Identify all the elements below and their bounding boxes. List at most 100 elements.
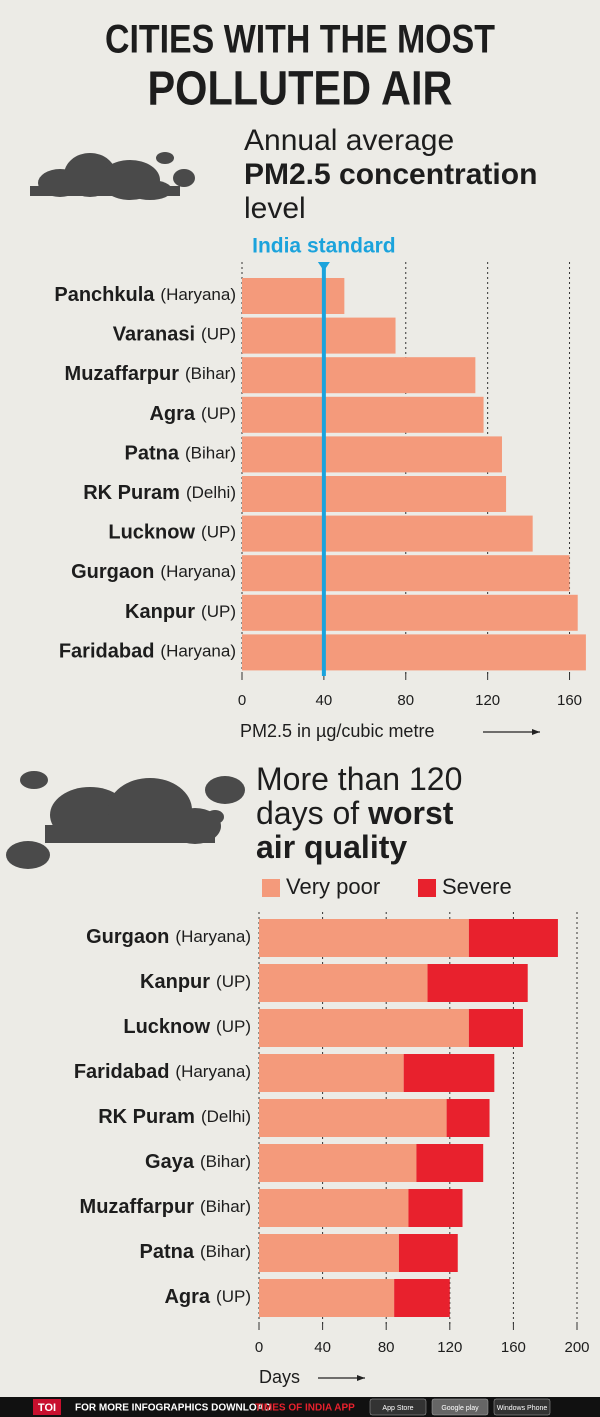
bar-segment (259, 1144, 417, 1182)
city-name: Muzaffarpur (80, 1196, 195, 1218)
state-name: (UP) (201, 325, 236, 344)
footer-logo (33, 1399, 61, 1415)
x-tick-label: 200 (564, 1339, 589, 1356)
chart-title: More than 120 (256, 761, 462, 797)
bar-segment (259, 1189, 409, 1227)
chart-title-part: Annual average (244, 124, 454, 157)
y-tick-label: Lucknow (UP) (123, 1016, 251, 1038)
bar (242, 594, 578, 631)
state-name: (UP) (216, 1287, 251, 1306)
city-name: Varanasi (113, 324, 195, 346)
x-tick-label: 0 (238, 692, 246, 709)
chart-title: level (244, 192, 306, 225)
y-tick-label: Kanpur (UP) (125, 601, 236, 623)
y-tick-label: Kanpur (UP) (140, 971, 251, 993)
city-name: Panchkula (54, 284, 155, 306)
x-axis-label: Days (259, 1367, 300, 1387)
legend-label: Very poor (286, 874, 380, 899)
chart-title-part: air quality (256, 829, 407, 865)
state-name: (Haryana) (175, 1062, 251, 1081)
chart-title-part: More than 120 (256, 761, 462, 797)
city-name: Gurgaon (71, 561, 154, 583)
y-tick-label: Muzaffarpur (Bihar) (80, 1196, 251, 1218)
x-axis-label: PM2.5 in µg/cubic metre (240, 721, 434, 741)
chart-title-part: level (244, 192, 306, 225)
y-tick-label: Faridabad (Haryana) (59, 641, 236, 663)
store-label: Windows Phone (497, 1405, 548, 1412)
bar-segment (408, 1189, 463, 1227)
x-tick-label: 40 (314, 1339, 331, 1356)
chart-title-part: worst (367, 795, 454, 831)
city-name: Lucknow (123, 1016, 210, 1038)
city-name: Lucknow (108, 522, 195, 544)
y-tick-label: Gaya (Bihar) (145, 1151, 251, 1173)
bar-segment (259, 1279, 395, 1317)
bar-segment (259, 1234, 399, 1272)
state-name: (Bihar) (185, 444, 236, 463)
y-tick-label: Patna (Bihar) (125, 443, 236, 465)
bar-segment (468, 919, 558, 957)
bar-segment (259, 1054, 404, 1092)
bar (242, 436, 502, 473)
x-tick-label: 40 (316, 692, 333, 709)
state-name: (UP) (216, 972, 251, 991)
reference-label: India standard (252, 235, 396, 258)
legend-swatch (262, 879, 280, 897)
city-name: Agra (164, 1286, 210, 1308)
bar-segment (259, 964, 428, 1002)
x-tick-label: 80 (378, 1339, 395, 1356)
state-name: (Haryana) (175, 927, 251, 946)
title-line: CITIES WITH THE MOST (105, 18, 495, 62)
bar (242, 634, 586, 671)
chart-title-part: days of (256, 795, 368, 831)
y-tick-label: Agra (UP) (164, 1286, 251, 1308)
x-tick-label: 160 (557, 692, 582, 709)
state-name: (Bihar) (200, 1197, 251, 1216)
y-tick-label: RK Puram (Delhi) (98, 1106, 251, 1128)
state-name: (Haryana) (160, 563, 236, 582)
state-name: (UP) (201, 602, 236, 621)
city-name: RK Puram (98, 1106, 195, 1128)
city-name: Gaya (145, 1151, 195, 1173)
bar-segment (427, 964, 528, 1002)
city-name: Kanpur (140, 971, 210, 993)
bar-segment (259, 1009, 469, 1047)
store-label: Google play (441, 1405, 479, 1412)
cloud-icon (30, 152, 195, 200)
axis-arrow-head (357, 1375, 365, 1381)
state-name: (Delhi) (186, 483, 236, 502)
state-name: (UP) (216, 1017, 251, 1036)
state-name: (UP) (201, 523, 236, 542)
bar-segment (416, 1144, 484, 1182)
store-badge (369, 1398, 427, 1416)
city-name: Agra (149, 403, 195, 425)
footer-brand: TOI (38, 1402, 56, 1414)
y-tick-label: Gurgaon (Haryana) (86, 926, 251, 948)
x-tick-label: 120 (475, 692, 500, 709)
title-line: POLLUTED AIR (148, 63, 453, 116)
state-name: (Bihar) (200, 1152, 251, 1171)
bar (242, 357, 476, 394)
state-name: (Haryana) (160, 642, 236, 661)
bar (242, 396, 484, 433)
bar-segment (398, 1234, 458, 1272)
y-tick-label: Agra (UP) (149, 403, 236, 425)
bar (242, 278, 345, 314)
bar-segment (259, 1099, 447, 1137)
city-name: Kanpur (125, 601, 195, 623)
bar-segment (446, 1099, 490, 1137)
footer-text: FOR MORE INFOGRAPHICS DOWNLOAD (75, 1403, 271, 1414)
bar-segment (259, 919, 469, 957)
y-tick-label: Varanasi (UP) (113, 324, 236, 346)
x-tick-label: 0 (255, 1339, 263, 1356)
legend-label: Severe (442, 874, 512, 899)
chart-title-part: PM2.5 concentration (244, 158, 537, 191)
city-name: Patna (140, 1241, 195, 1263)
bar (242, 555, 570, 592)
cloud-icon (6, 771, 245, 869)
bar-segment (403, 1054, 495, 1092)
x-tick-label: 80 (397, 692, 414, 709)
store-badge (431, 1398, 489, 1416)
